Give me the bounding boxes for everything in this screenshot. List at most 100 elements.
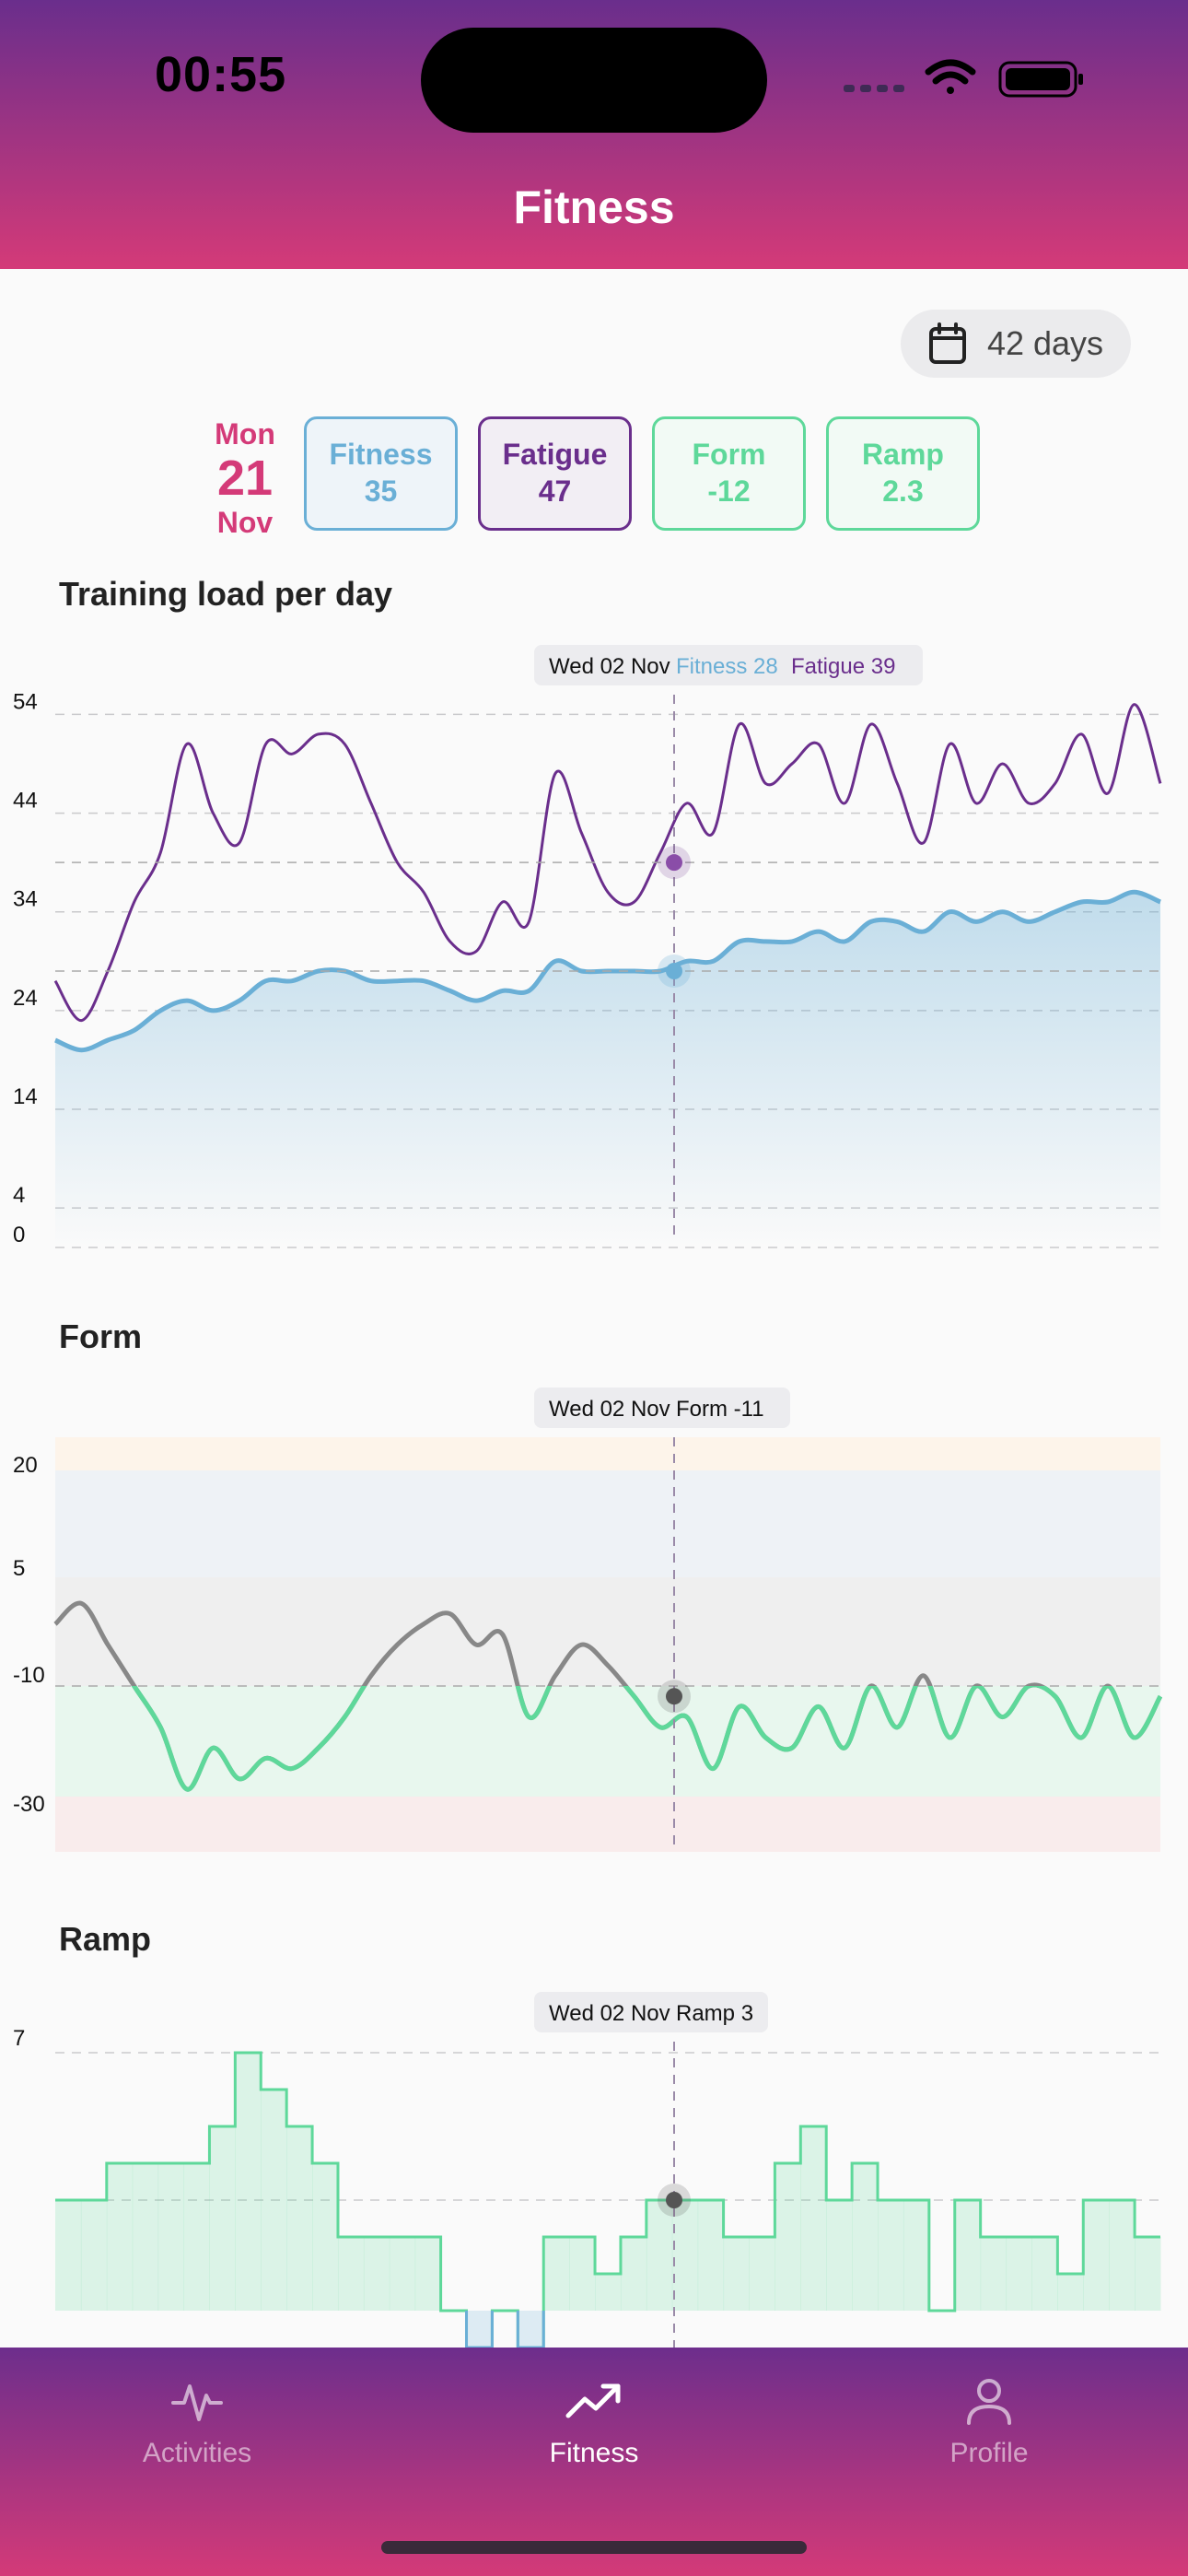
ramp-step <box>569 2237 596 2311</box>
ramp-chart[interactable]: 7 Wed 02 Nov Ramp 3 <box>0 1986 1188 2348</box>
tooltip-ramp: Ramp 3 <box>676 2001 753 2026</box>
ramp-step <box>106 2163 134 2311</box>
ramp-step <box>697 2200 725 2311</box>
metric-fitness-card[interactable]: Fitness 35 <box>304 416 458 531</box>
form-line-optimal <box>131 1686 1163 1792</box>
ramp-step <box>132 2163 159 2311</box>
ramp-step <box>312 2163 339 2311</box>
y-tick-label: 34 <box>13 887 38 912</box>
ramp-step <box>671 2200 699 2311</box>
ramp-step <box>878 2200 904 2311</box>
metric-ramp-card[interactable]: Ramp 2.3 <box>826 416 980 531</box>
ramp-step <box>800 2126 827 2311</box>
metric-fatigue-card[interactable]: Fatigue 47 <box>478 416 632 531</box>
ramp-step <box>1006 2237 1032 2311</box>
y-tick-label: 5 <box>13 1556 25 1581</box>
page-title: Fitness <box>513 181 675 233</box>
fatigue-marker <box>666 854 682 872</box>
metric-label: Fatigue <box>502 438 608 471</box>
dynamic-island <box>421 28 767 133</box>
form-chart[interactable]: 20 5 -10 -30 Wed 02 Nov Form -11 <box>0 1382 1188 1870</box>
date-range-label: 42 days <box>986 324 1104 362</box>
tooltip-date: Wed 02 Nov <box>549 2001 670 2026</box>
fatigue-line <box>53 703 1162 1023</box>
ramp-step <box>183 2163 210 2311</box>
ramp-step <box>646 2200 673 2311</box>
training-tooltip: Wed 02 Nov Fitness 28 Fatigue 39 <box>534 645 923 685</box>
tab-label: Profile <box>949 2438 1029 2468</box>
tab-bar: Activities Fitness Profile <box>0 2348 1188 2576</box>
ramp-step <box>235 2053 262 2311</box>
ramp-step <box>543 2237 570 2311</box>
user-icon <box>967 2379 1011 2425</box>
ramp-step <box>1135 2237 1161 2311</box>
zone-optimal <box>55 1686 1160 1797</box>
home-indicator <box>381 2541 807 2554</box>
zone-fresh <box>55 1470 1160 1577</box>
ramp-step <box>80 2200 108 2311</box>
metric-value: 2.3 <box>882 474 924 508</box>
form-tooltip: Wed 02 Nov Form -11 <box>534 1388 790 1428</box>
ramp-step <box>903 2200 930 2311</box>
ramp-step-line <box>55 2051 1160 2348</box>
tab-fitness[interactable]: Fitness <box>456 2375 732 2469</box>
tab-label: Activities <box>142 2438 252 2468</box>
zone-transition <box>55 1437 1160 1470</box>
tooltip-form: Form -11 <box>676 1397 764 1422</box>
tab-profile[interactable]: Profile <box>851 2375 1127 2469</box>
zone-high-risk <box>55 1797 1160 1852</box>
metric-value: 35 <box>364 474 398 508</box>
selected-month: Nov <box>216 506 274 539</box>
metric-label: Ramp <box>862 438 944 471</box>
y-tick-label: 24 <box>13 986 38 1011</box>
tab-label: Fitness <box>549 2438 639 2468</box>
tooltip-fitness: Fitness 28 <box>676 654 778 679</box>
y-tick-label: -30 <box>13 1792 45 1817</box>
ramp-step <box>775 2163 801 2311</box>
ramp-step <box>1109 2200 1136 2311</box>
wifi-icon <box>925 59 976 94</box>
y-tick-label: 14 <box>13 1084 38 1109</box>
ramp-title: Ramp <box>59 1920 152 1958</box>
ramp-step <box>389 2237 416 2311</box>
battery-icon <box>998 61 1083 98</box>
tab-activities[interactable]: Activities <box>59 2375 335 2469</box>
ramp-step <box>414 2237 442 2311</box>
tooltip-fatigue: Fatigue 39 <box>791 654 895 679</box>
selected-date: Mon 21 Nov <box>203 416 287 540</box>
ramp-step <box>852 2163 879 2311</box>
ramp-step <box>1057 2274 1084 2311</box>
metric-value: 47 <box>538 474 572 508</box>
y-tick-label: 54 <box>13 689 38 714</box>
y-tick-label: 20 <box>13 1453 38 1478</box>
y-tick-label: 44 <box>13 789 38 814</box>
ramp-tooltip: Wed 02 Nov Ramp 3 <box>534 1992 768 2032</box>
ramp-step <box>1031 2237 1058 2311</box>
metric-form-card[interactable]: Form -12 <box>652 416 806 531</box>
y-tick-label: 7 <box>13 2026 25 2051</box>
ramp-step <box>1083 2200 1110 2311</box>
activity-pulse-icon <box>171 2384 223 2421</box>
ramp-step <box>261 2090 287 2311</box>
metric-label: Form <box>692 438 766 471</box>
ramp-step-negative <box>466 2311 493 2348</box>
ramp-step <box>337 2237 365 2311</box>
ramp-step-line-negative <box>465 2311 545 2348</box>
ramp-step <box>55 2200 82 2311</box>
y-tick-label: 4 <box>13 1183 25 1208</box>
ramp-step <box>620 2237 647 2311</box>
ramp-step <box>980 2237 1007 2311</box>
y-tick-label: -10 <box>13 1663 45 1688</box>
zone-grey <box>55 1577 1160 1686</box>
ramp-step <box>749 2237 775 2311</box>
metric-label: Fitness <box>329 438 433 471</box>
ramp-step <box>595 2274 622 2311</box>
training-load-chart[interactable]: 54 44 34 24 14 4 0 Wed 02 Nov Fitness 28 Fatig… <box>0 636 1188 1262</box>
date-range-button[interactable]: 42 days <box>901 310 1131 378</box>
header: 00:55 Fitness <box>0 0 1188 269</box>
form-title: Form <box>59 1317 142 1355</box>
metric-value: -12 <box>707 474 751 508</box>
y-tick-label: 0 <box>13 1223 25 1247</box>
ramp-step <box>157 2163 185 2311</box>
form-marker <box>666 1688 682 1705</box>
